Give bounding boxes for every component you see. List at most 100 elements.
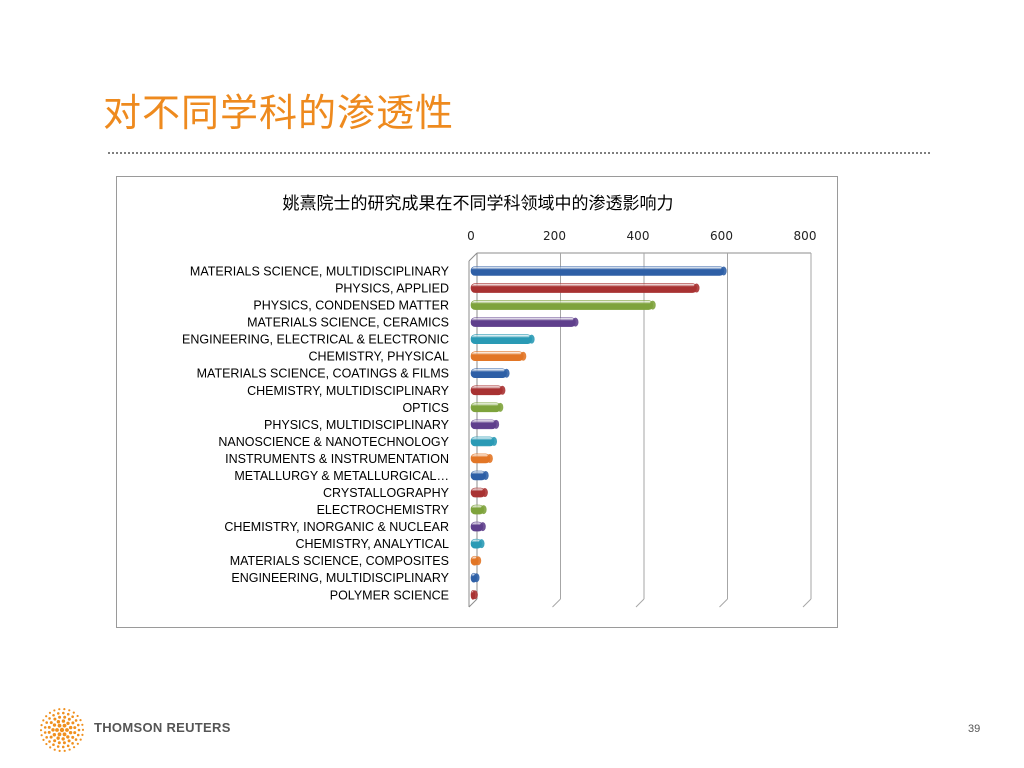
category-label: MATERIALS SCIENCE, CERAMICS [247,316,449,330]
logo-dot [71,721,75,725]
logo-dot [62,732,67,737]
bar-end-cap [720,266,727,276]
category-label: MATERIALS SCIENCE, COMPOSITES [230,554,449,568]
bar [470,351,524,362]
logo-dot [42,738,45,742]
logo-dot [73,726,77,730]
logo-dot [48,711,52,714]
logo-dot [61,745,65,749]
logo-dot [76,723,80,727]
logo-dot [57,732,62,737]
bar [470,300,653,310]
logo-dot [72,746,76,749]
category-label: ENGINEERING, MULTIDISCIPLINARY [231,571,449,585]
logo-dot [62,711,65,715]
logo-dot [53,739,57,743]
bar [470,368,507,379]
category-label: ENGINEERING, ELECTRICAL & ELECTRONIC [182,333,449,347]
logo-dot [58,749,61,752]
logo-dot [81,733,84,736]
category-label: CHEMISTRY, MULTIDISCIPLINARY [247,384,450,398]
logo-dot [66,712,70,716]
category-label: PHYSICS, APPLIED [335,282,449,296]
logo-dot [68,709,71,712]
x-tick-label: 400 [627,229,650,243]
category-label: INSTRUMENTS & INSTRUMENTATION [225,452,449,466]
logo-dot [81,723,84,726]
logo-dot [58,708,61,711]
axis-corner [468,598,478,608]
bar-end-cap [479,522,486,532]
x-tick-label: 200 [543,229,566,243]
logo-dot [40,729,43,732]
logo-dot [74,719,78,722]
logo-dot [47,725,51,729]
x-tick-label: 0 [467,229,475,243]
bar [470,402,501,413]
logo-dot [66,721,70,725]
logo-dot [63,715,67,719]
logo-dot [45,742,48,746]
category-label: NANOSCIENCE & NANOTECHNOLOGY [218,435,449,449]
category-label: CHEMISTRY, PHYSICAL [308,350,449,364]
logo-dot [56,712,60,715]
bar-end-cap [649,300,656,310]
logo-dot [49,746,52,749]
category-label: ELECTROCHEMISTRY [317,503,450,517]
logo-dot [65,728,69,732]
logo-dot [58,715,62,719]
bar [470,334,532,344]
logo-dot [71,715,74,719]
logo-dot [51,728,55,732]
category-label: POLYMER SCIENCE [330,588,449,602]
bar-end-cap [491,436,498,446]
logo-dot [52,723,57,727]
logo-dot [45,736,48,739]
logo-dot [40,734,43,737]
bar-end-cap [528,334,535,344]
slide-title: 对不同学科的渗透性 [103,91,455,135]
logo-dot [62,741,66,745]
bar [470,283,697,293]
logo-dot [52,743,55,746]
logo-dot [73,731,77,735]
logo-dot [56,745,60,748]
bar-end-cap [503,368,510,378]
chart-title: 姚熹院士的研究成果在不同学科领域中的渗透影响力 [283,194,674,214]
category-label: CHEMISTRY, INORGANIC & NUCLEAR [224,520,449,534]
gridline [552,598,561,608]
logo-dot [74,738,78,741]
bar-end-cap [478,539,485,549]
axis-corner [468,252,478,262]
category-label: OPTICS [402,401,449,415]
logo-dot [49,735,53,739]
chart-frame: 姚熹院士的研究成果在不同学科领域中的渗透影响力 0 200 400 600 800 MATE… [116,176,838,628]
x-tick-label: 600 [710,229,733,243]
logo-dot [71,735,75,739]
gridline [635,598,645,608]
category-label: MATERIALS SCIENCE, COATINGS & FILMS [197,367,449,381]
logo-dot [81,728,84,731]
gridline [719,598,728,608]
logo-dot [47,730,51,734]
logo-dot [52,713,55,717]
bar [470,419,497,430]
logo-dot [40,724,43,727]
logo-dot [45,715,48,718]
logo-dot [49,721,53,725]
logo-dot [66,735,70,739]
logo-dot [71,742,74,745]
logo-dot [53,709,56,712]
page-number: 39 [968,723,981,735]
bar-end-cap [572,317,579,327]
logo-dot [57,723,62,728]
category-label: MATERIALS SCIENCE, MULTIDISCIPLINARY [190,265,450,279]
brand-name: THOMSON REUTERS [94,720,231,735]
logo-dot [68,748,71,751]
bar-chart: 姚熹院士的研究成果在不同学科领域中的渗透影响力 0 200 400 600 800 MATE… [182,194,816,608]
bar-end-cap [520,351,527,361]
logo-dot [43,731,47,734]
logo-dot [66,744,70,748]
category-label: CRYSTALLOGRAPHY [323,486,450,500]
bar-end-cap [486,453,493,463]
